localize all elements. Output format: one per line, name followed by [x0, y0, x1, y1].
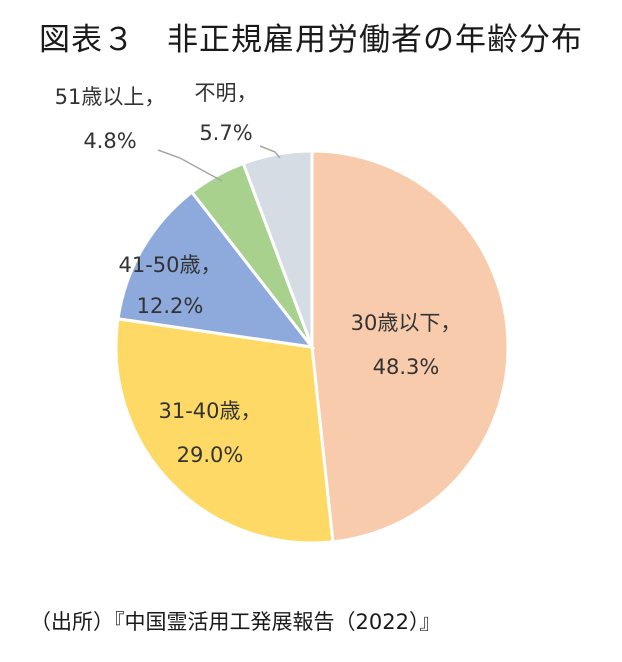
pie-slice-1: [310, 149, 510, 544]
slice-label-name-5: 不明，: [195, 81, 258, 105]
pie-slice-2: [114, 317, 335, 545]
slice-label-value-1: 48.3%: [373, 355, 440, 379]
slice-label-name-2: 31-40歳，: [158, 399, 261, 423]
leader-line-5: [259, 145, 281, 159]
slice-label-value-3: 12.2%: [137, 294, 204, 318]
slice-label-name-4: 51歳以上，: [55, 85, 166, 109]
source-note: （出所）『中国霊活用工発展報告（2022）』: [30, 610, 441, 634]
chart-title: 図表３ 非正規雇用労働者の年齢分布: [39, 22, 583, 58]
pie-slice-3: [116, 190, 316, 350]
slice-label-value-5: 5.7%: [199, 121, 252, 145]
leader-line-4: [157, 149, 223, 182]
slice-label-value-4: 4.8%: [83, 129, 136, 153]
slice-label-value-2: 29.0%: [177, 443, 244, 467]
slice-label-name-1: 30歳以下，: [351, 311, 462, 335]
slice-label-name-3: 41-50歳，: [118, 253, 221, 277]
